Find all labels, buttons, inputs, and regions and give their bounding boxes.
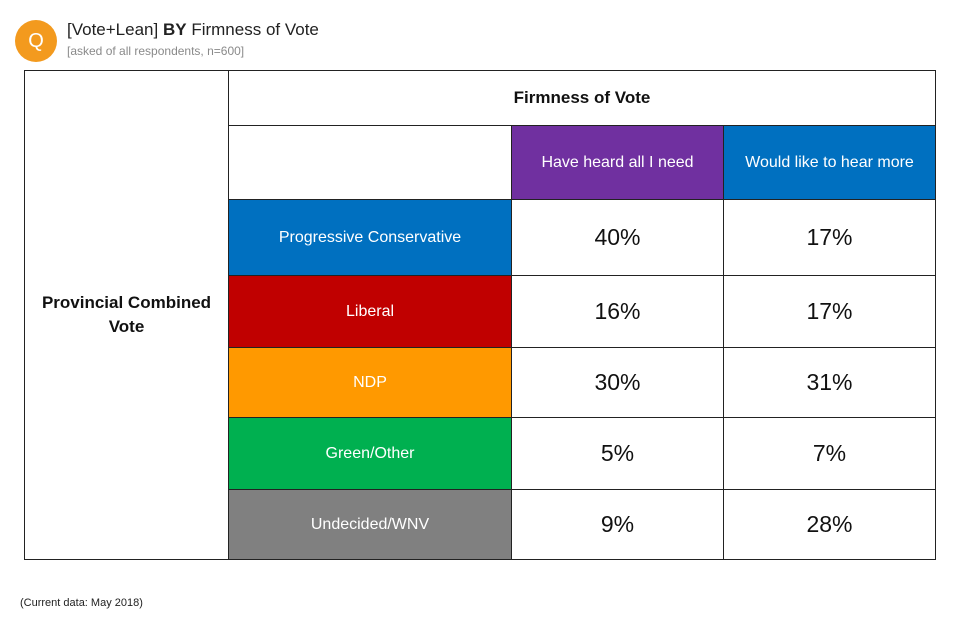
value-cell-green-other-hear-more: 7%: [812, 440, 847, 466]
grid-line-v-2: [511, 126, 512, 559]
page-subtitle: [asked of all respondents, n=600]: [67, 44, 245, 58]
grid-line-v-1: [228, 71, 229, 559]
title-prefix: [Vote+Lean]: [67, 20, 159, 39]
value-cell-ndp-hear-more: 31%: [806, 369, 853, 395]
page-title: [Vote+Lean] BY Firmness of Vote: [67, 20, 319, 40]
row-label-ndp: NDP: [229, 348, 511, 417]
row-label-undecided-wnv: Undecided/WNV: [229, 490, 511, 559]
value-cell-liberal-hear-more: 17%: [806, 298, 853, 324]
title-bold: BY: [162, 20, 187, 39]
title-suffix: Firmness of Vote: [191, 20, 319, 39]
row-group-label: Provincial Combined Vote: [41, 293, 212, 336]
column-group-label: Firmness of Vote: [513, 88, 651, 107]
value-cell-undecided-wnv-hear-more: 28%: [806, 511, 853, 537]
value-cell-pc-have-heard: 40%: [594, 224, 641, 250]
value-cell-ndp-have-heard: 30%: [594, 369, 641, 395]
column-header-have-heard: Have heard all I need: [512, 126, 723, 199]
value-cell-undecided-wnv-have-heard: 9%: [600, 511, 635, 537]
value-cell-liberal-have-heard: 16%: [594, 298, 641, 324]
row-label-green-other: Green/Other: [229, 418, 511, 489]
value-cell-green-other-have-heard: 5%: [600, 440, 635, 466]
grid-line-h-1: [229, 125, 935, 126]
grid-line-h-3: [229, 275, 935, 276]
grid-line-h-6: [229, 489, 935, 490]
row-label-liberal: Liberal: [229, 276, 511, 347]
column-header-hear-more: Would like to hear more: [724, 126, 935, 199]
grid-line-v-3: [723, 126, 724, 559]
question-badge: Q: [15, 20, 57, 62]
footnote: (Current data: May 2018): [20, 597, 143, 609]
grid-line-h-2: [229, 199, 935, 200]
grid-line-h-5: [229, 417, 935, 418]
value-cell-pc-hear-more: 17%: [806, 224, 853, 250]
row-label-pc: Progressive Conservative: [229, 200, 511, 275]
empty-header-cell: [229, 126, 511, 199]
grid-line-h-4: [229, 347, 935, 348]
crosstab-table: Provincial Combined Vote Firmness of Vot…: [24, 70, 936, 560]
